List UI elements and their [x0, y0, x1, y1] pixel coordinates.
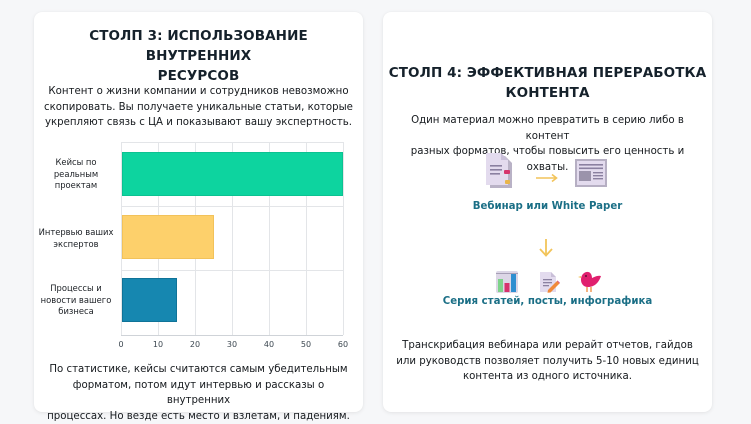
text-line: скопировать. Вы получаете уникальные ста…: [44, 101, 353, 113]
text-line: или руководств позволяет получить 5-10 н…: [396, 355, 699, 367]
bar-chart-icon: [496, 271, 518, 297]
title-line: СТОЛП 3: ИСПОЛЬЗОВАНИЕ ВНУТРЕННИХ: [89, 28, 308, 64]
edit-document-icon: [538, 271, 560, 297]
title-line: РЕСУРСОВ: [157, 68, 240, 84]
title-line: КОНТЕНТА: [505, 85, 590, 101]
text-line: укрепляют связь с ЦА и показывают вашу э…: [44, 117, 353, 128]
document-stack-icon: [483, 152, 515, 194]
bar-chart: Кейсы по реальным проектам Интервью ваши…: [34, 12, 363, 352]
grid-line: [269, 142, 270, 335]
label-line: реальным: [53, 168, 99, 179]
text-line: По статистике, кейсы считаются самым убе…: [49, 364, 348, 375]
label-line: новости вашего: [40, 294, 112, 305]
source-format-label: Вебинар или White Paper: [472, 201, 623, 212]
text-line: разных форматов, чтобы повысить его ценн…: [410, 146, 685, 173]
text-line: процессах. Но везде есть место и взлетам…: [47, 410, 350, 422]
pillar-3-title: СТОЛП 3: ИСПОЛЬЗОВАНИЕ ВНУТРЕННИХ РЕСУРС…: [34, 26, 363, 86]
bird-icon: [578, 270, 602, 298]
pillar-4-title: СТОЛП 4: ЭФФЕКТИВНАЯ ПЕРЕРАБОТКА КОНТЕНТ…: [383, 63, 712, 103]
arrow-right-icon: [535, 168, 559, 187]
grid-line: [306, 142, 307, 335]
label-line: Процессы и: [50, 283, 102, 293]
pillar-4-intro: Один материал можно превратить в серию л…: [393, 113, 702, 175]
label-line: бизнеса: [58, 306, 94, 316]
x-tick-label: 40: [263, 340, 275, 349]
x-axis: [121, 335, 343, 336]
category-label: Кейсы по реальным проектам: [36, 157, 116, 192]
bar-interviews: [122, 215, 214, 259]
x-tick-label: 20: [189, 340, 201, 349]
text-line: Транскрибация вебинара или рерайт отчето…: [402, 340, 693, 351]
arrow-down-icon: [538, 238, 554, 262]
text-line: Один материал можно превратить в серию л…: [411, 115, 684, 142]
pillar-4-card: СТОЛП 4: ЭФФЕКТИВНАЯ ПЕРЕРАБОТКА КОНТЕНТ…: [383, 12, 712, 412]
x-tick-label: 10: [152, 340, 164, 349]
result-formats-label: Серия статей, посты, инфографика: [442, 296, 653, 307]
category-label: Процессы и новости вашего бизнеса: [36, 283, 116, 318]
grid-line: [343, 142, 344, 335]
label-line: Интервью ваших: [38, 227, 114, 237]
category-label: Интервью ваших экспертов: [36, 227, 116, 250]
text-line: форматом, потом идут интервью и рассказы…: [72, 379, 325, 407]
pillar-3-card: СТОЛП 3: ИСПОЛЬЗОВАНИЕ ВНУТРЕННИХ РЕСУРС…: [34, 12, 363, 422]
x-tick-label: 0: [118, 340, 124, 349]
x-tick-label: 50: [300, 340, 312, 349]
newspaper-icon: [573, 157, 609, 193]
text-line: Контент о жизни компании и сотрудников н…: [48, 86, 349, 97]
label-line: экспертов: [53, 238, 99, 249]
pillar-4-outro: Транскрибация вебинара или рерайт отчето…: [393, 338, 702, 385]
pillar-3-intro: Контент о жизни компании и сотрудников н…: [44, 84, 353, 131]
text-line: контента из одного источника.: [463, 371, 632, 382]
grid-line: [121, 142, 122, 335]
grid-line: [232, 142, 233, 335]
bar-processes: [122, 278, 177, 322]
x-tick-label: 60: [337, 340, 349, 349]
pillar-3-outro: По статистике, кейсы считаются самым убе…: [44, 362, 353, 424]
bar-cases: [122, 152, 343, 196]
x-tick-label: 30: [226, 340, 238, 349]
title-line: СТОЛП 4: ЭФФЕКТИВНАЯ ПЕРЕРАБОТКА: [388, 65, 707, 81]
label-line: Кейсы по: [55, 157, 97, 167]
label-line: проектам: [54, 180, 98, 190]
